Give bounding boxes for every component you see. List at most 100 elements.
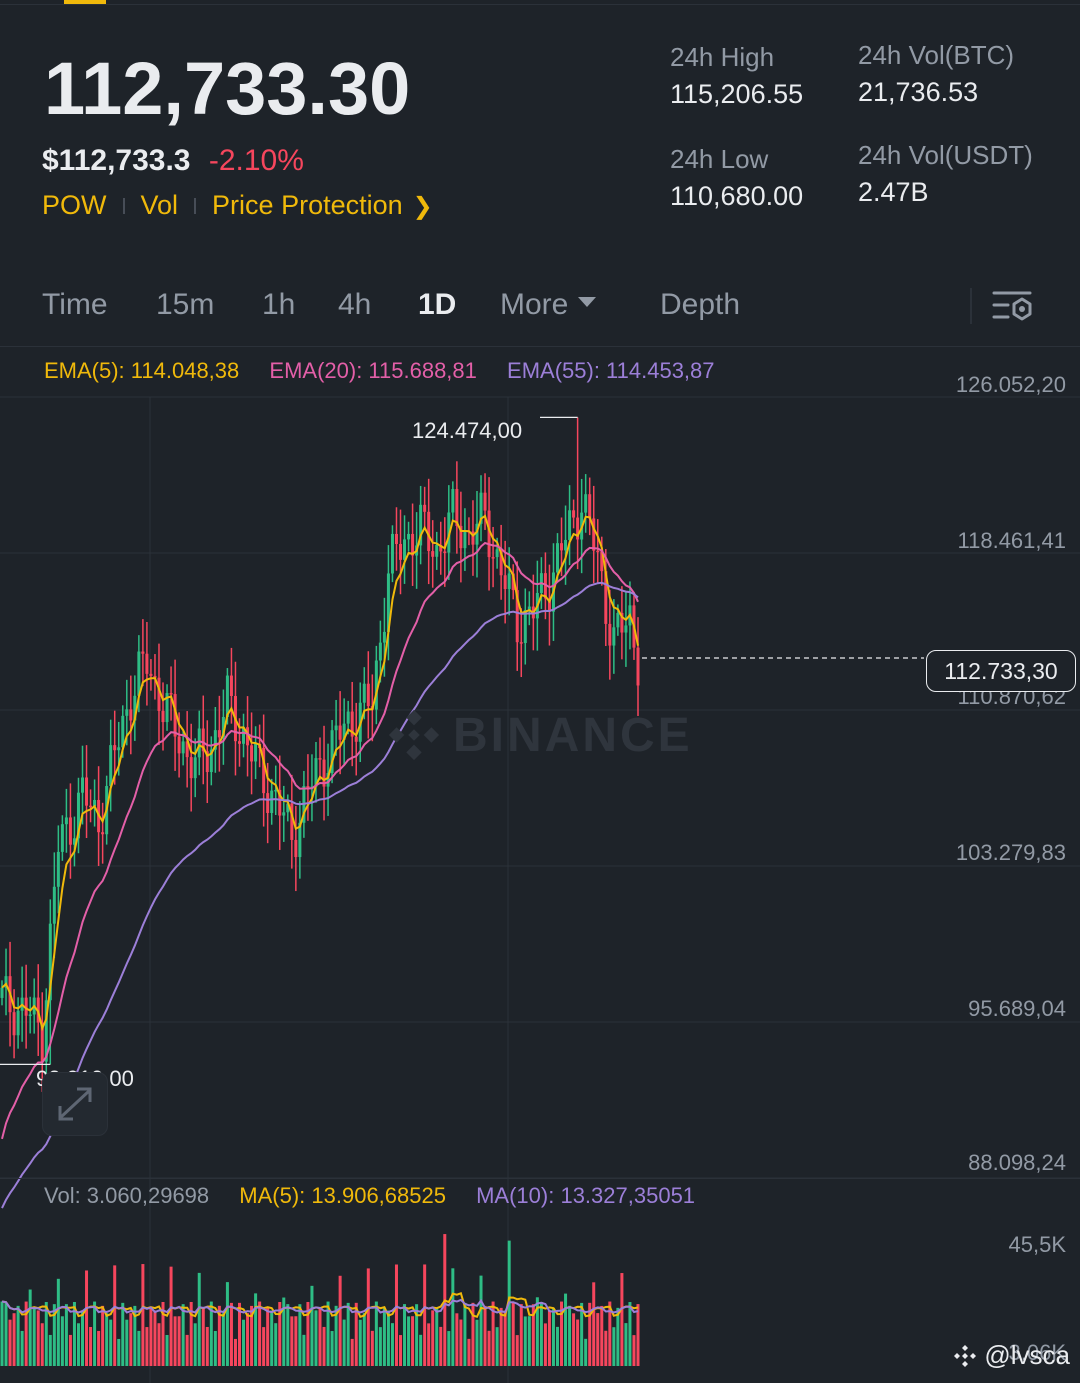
candle-body (225, 675, 229, 717)
volume-bar (399, 1335, 403, 1366)
candle-body (487, 510, 491, 558)
volume-bar (447, 1331, 451, 1366)
volume-bar (246, 1313, 250, 1366)
volume-bar (435, 1308, 439, 1366)
volume-bar (362, 1313, 366, 1366)
volume-bar (197, 1272, 201, 1366)
volume-bar (560, 1301, 564, 1366)
candle-body (278, 789, 282, 816)
volume-bar (233, 1338, 237, 1366)
candle-body (616, 612, 620, 628)
volume-bar (326, 1301, 330, 1366)
volume-bar (592, 1282, 596, 1366)
interval-tabs: Time 15m 1h 4h 1D More Depth (0, 282, 1080, 332)
volume-bar (483, 1305, 487, 1366)
candle-body (459, 525, 463, 549)
chevron-right-icon: ❯ (412, 193, 433, 220)
ema-legend: EMA(5): 114.048,38 EMA(20): 115.688,81 E… (44, 358, 739, 384)
usd-price: $112,733.3 (42, 144, 191, 177)
tab-more-label: More (500, 288, 569, 321)
candle-body (604, 571, 608, 624)
candle-body (0, 987, 4, 998)
candle-body (479, 492, 483, 524)
caret-down-icon (578, 297, 597, 308)
price-protection-link[interactable]: Price Protection ❯ (212, 190, 433, 221)
fullscreen-button[interactable] (42, 1072, 108, 1136)
candle-body (137, 651, 141, 696)
candle-body (374, 660, 378, 710)
volume-bar (16, 1305, 20, 1366)
volume-bar (624, 1323, 628, 1366)
link-divider (194, 197, 197, 214)
volume-bar (229, 1302, 233, 1366)
volume-bar (282, 1297, 286, 1366)
price-axis-label: 103.279,83 (955, 840, 1066, 865)
volume-bar (632, 1335, 636, 1366)
pow-link[interactable]: POW (42, 190, 107, 220)
volume-bar (221, 1313, 225, 1366)
volume-bar (378, 1327, 382, 1366)
volume-bar (185, 1334, 189, 1366)
volume-bar (165, 1334, 169, 1366)
volume-bar (52, 1304, 56, 1366)
tab-1h[interactable]: 1h (262, 288, 296, 321)
volume-bar (519, 1304, 523, 1366)
candle-body (189, 757, 193, 779)
tab-4h[interactable]: 4h (338, 288, 372, 321)
chart-settings-button[interactable] (990, 284, 1036, 328)
price-axis-label: 88.098,24 (968, 1150, 1066, 1175)
candle-body (109, 745, 113, 787)
candle-body (286, 803, 290, 813)
vol-link[interactable]: Vol (140, 190, 179, 220)
tab-time[interactable]: Time (42, 288, 108, 321)
volume-bar (499, 1307, 503, 1366)
volume-bar (523, 1316, 527, 1366)
volume-bar (81, 1310, 85, 1366)
volume-bar (274, 1323, 278, 1366)
vol-legend: Vol: 3.060,29698 (44, 1183, 210, 1208)
top-divider (0, 4, 1080, 5)
candle-body (572, 510, 576, 518)
candle-body (427, 511, 431, 552)
volume-bar (620, 1273, 624, 1366)
candle-body (503, 575, 507, 590)
link-divider (122, 197, 125, 214)
candle-body (213, 730, 217, 750)
candle-body (12, 1012, 16, 1036)
candle-body (209, 749, 213, 773)
volume-bar (72, 1301, 76, 1366)
candle-body (24, 997, 28, 1016)
candle-body (600, 551, 604, 572)
candle-body (499, 549, 503, 576)
active-tab-indicator (64, 0, 106, 4)
last-price: 112,733.30 (44, 47, 411, 130)
volume-bar (370, 1330, 374, 1366)
volume-bar (4, 1302, 8, 1366)
volume-bar (612, 1327, 616, 1366)
candle-body (28, 1014, 32, 1016)
volume-bar (572, 1313, 576, 1366)
volume-bar (181, 1304, 185, 1366)
candle-body (366, 683, 370, 707)
volume-bar (89, 1327, 93, 1366)
candle-body (64, 817, 68, 825)
stat-value: 110,680.00 (670, 181, 804, 211)
tab-more[interactable]: More (500, 288, 597, 322)
handle-text: @lvsca (984, 1340, 1070, 1370)
volume-bar (584, 1338, 588, 1366)
volume-bar (366, 1268, 370, 1366)
volume-bar (495, 1327, 499, 1366)
volume-bar (539, 1301, 543, 1366)
tab-depth[interactable]: Depth (660, 288, 741, 321)
candle-body (101, 832, 105, 835)
tab-1d[interactable]: 1D (418, 288, 457, 321)
volume-bar (394, 1264, 398, 1366)
volume-bar (403, 1304, 407, 1366)
candle-body (290, 803, 294, 840)
candle-body (181, 741, 185, 754)
candle-body (455, 489, 459, 526)
volume-bars (0, 1234, 640, 1366)
candle-body (81, 777, 85, 793)
tab-15m[interactable]: 15m (156, 288, 215, 321)
